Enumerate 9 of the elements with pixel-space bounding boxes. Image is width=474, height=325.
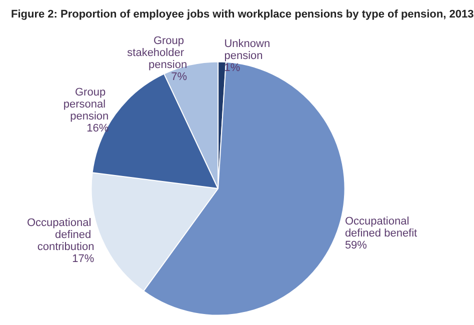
data-label: 17%: [72, 253, 94, 266]
data-label: 59%: [344, 239, 368, 252]
slice-label: Group personal pension: [63, 86, 109, 122]
slice-label: Occupational defined contribution: [26, 217, 94, 254]
data-label: 7%: [171, 70, 188, 83]
chart-title: Figure 2: Proportion of employee jobs with workplace pensions by type of pension, 2013: [11, 8, 474, 20]
slice-label: Occupational defined benefit: [344, 215, 418, 240]
slice-label: Unknown pension: [224, 38, 274, 62]
slice-label: Group stakeholder pension: [127, 34, 188, 71]
